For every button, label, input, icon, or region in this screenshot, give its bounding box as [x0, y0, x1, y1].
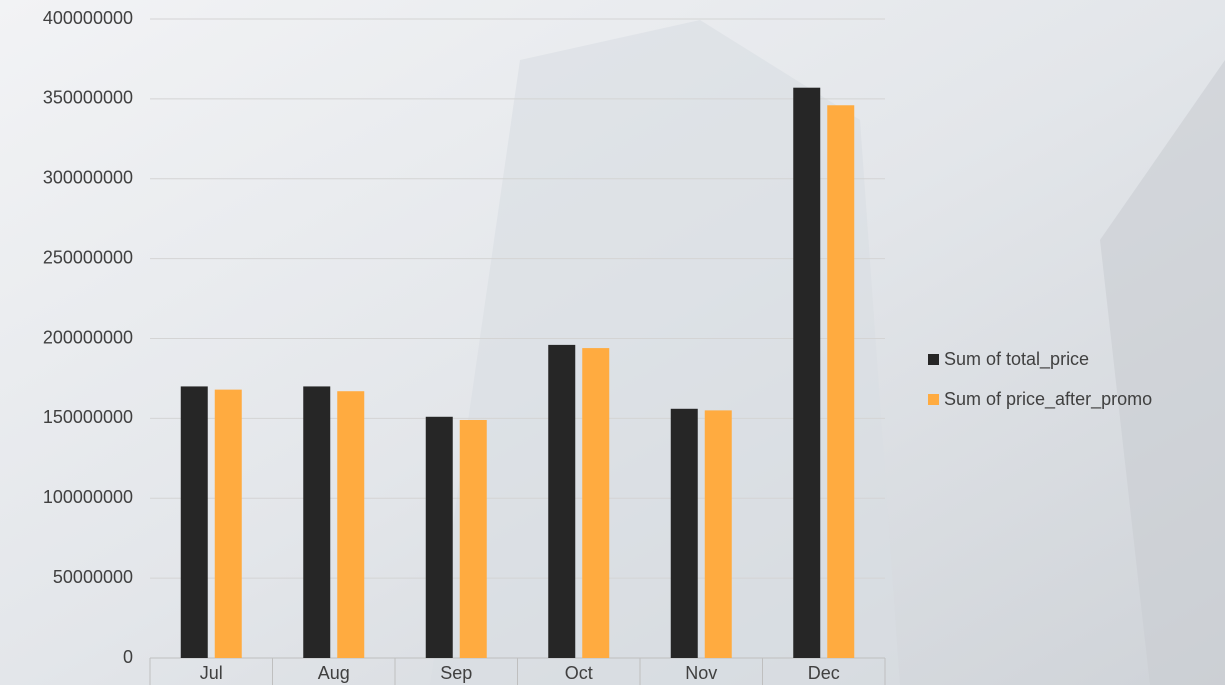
y-tick-label: 0: [123, 647, 133, 667]
bar: [180, 386, 208, 658]
legend-label: Sum of total_price: [944, 349, 1089, 370]
x-tick-label: Oct: [565, 663, 593, 683]
x-tick-label: Sep: [440, 663, 472, 683]
y-tick-label: 200000000: [43, 327, 133, 347]
y-tick-label: 100000000: [43, 487, 133, 507]
bar: [459, 419, 487, 658]
y-tick-label: 250000000: [43, 247, 133, 267]
bar: [214, 389, 242, 658]
legend-swatch: [928, 354, 939, 365]
y-tick-label: 300000000: [43, 168, 133, 188]
y-tick-label: 400000000: [43, 8, 133, 28]
bar: [548, 344, 576, 658]
x-tick-label: Dec: [808, 663, 840, 683]
bar: [827, 105, 855, 658]
background-building: [1100, 60, 1225, 685]
bar: [704, 410, 732, 658]
bar: [582, 348, 610, 658]
bar: [670, 408, 698, 658]
bar: [793, 87, 821, 658]
y-tick-label: 150000000: [43, 407, 133, 427]
x-tick-label: Jul: [200, 663, 223, 683]
bar: [425, 416, 453, 658]
legend-label: Sum of price_after_promo: [944, 389, 1152, 410]
y-tick-label: 50000000: [53, 567, 133, 587]
y-tick-label: 350000000: [43, 88, 133, 108]
bar: [303, 386, 331, 658]
x-tick-label: Aug: [318, 663, 350, 683]
x-tick-label: Nov: [685, 663, 717, 683]
bar: [337, 391, 365, 658]
legend-swatch: [928, 394, 939, 405]
background-building: [430, 20, 900, 685]
